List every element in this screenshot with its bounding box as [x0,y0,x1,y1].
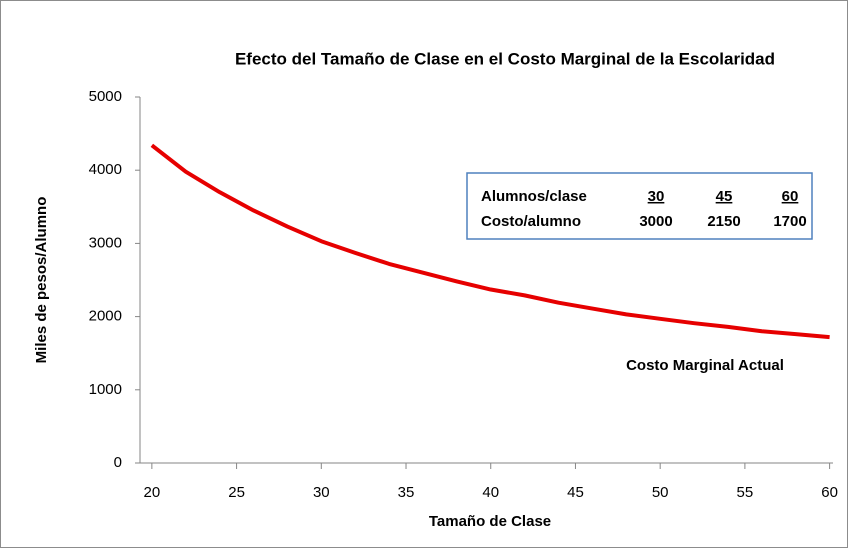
x-tick-label: 20 [144,484,161,501]
note-table-cell: Alumnos/clase [481,188,587,205]
y-tick-label: 0 [114,454,122,471]
y-axis-label: Miles de pesos/Alumno [33,197,50,364]
note-table-cell: 2150 [707,213,740,230]
note-table-cell: 30 [648,188,665,205]
x-tick-label: 60 [821,484,838,501]
note-table-cell: 60 [782,188,799,205]
y-tick-label: 1000 [89,381,122,398]
series-line [150,143,830,340]
x-tick-label: 30 [313,484,330,501]
x-axis-label: Tamaño de Clase [429,513,551,530]
x-tick-label: 35 [398,484,415,501]
y-tick-label: 2000 [89,308,122,325]
series-label: Costo Marginal Actual [626,357,784,374]
x-tick-label: 40 [482,484,499,501]
x-tick-label: 25 [228,484,245,501]
note-table-box [466,172,813,240]
note-table-cell: 1700 [773,213,806,230]
note-table-cell: 3000 [639,213,672,230]
chart-title: Efecto del Tamaño de Clase en el Costo M… [235,49,775,68]
y-tick-label: 5000 [89,88,122,105]
x-tick-label: 45 [567,484,584,501]
note-table-cell: Costo/alumno [481,213,581,230]
y-tick-label: 3000 [89,234,122,251]
y-tick-label: 4000 [89,161,122,178]
x-tick-label: 55 [737,484,754,501]
x-tick-label: 50 [652,484,669,501]
note-table-cell: 45 [716,188,733,205]
